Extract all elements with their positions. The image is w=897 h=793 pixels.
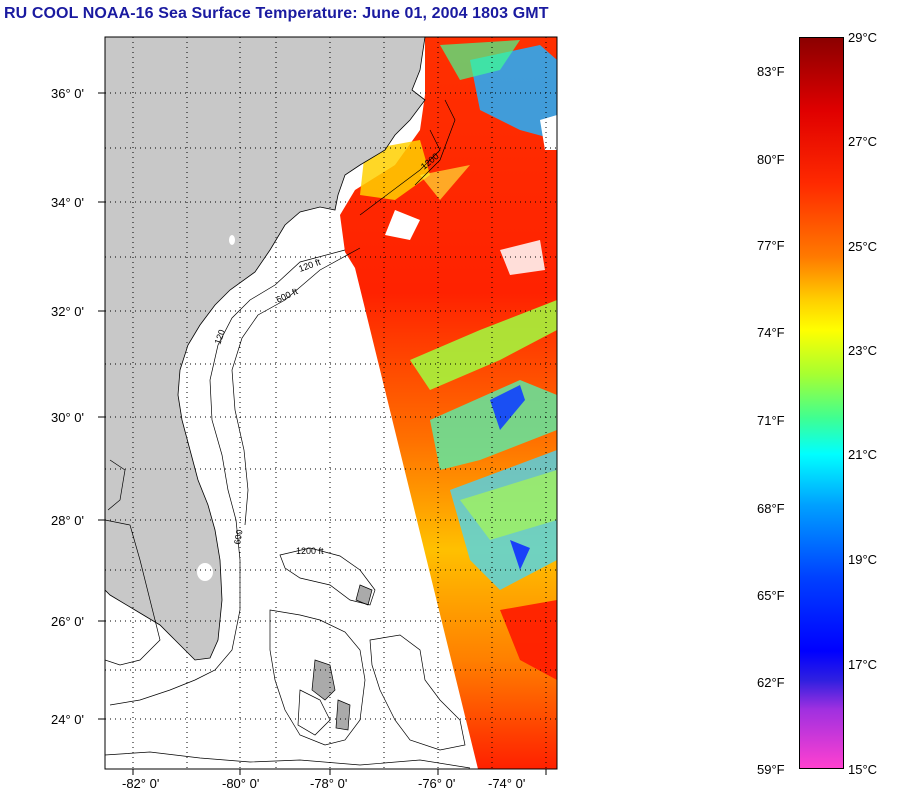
lat-label-26: 26° 0'	[51, 614, 84, 629]
cb-fahrenheit-77: 77°F	[757, 238, 785, 253]
map-title: RU COOL NOAA-16 Sea Surface Temperature:…	[4, 5, 549, 22]
lon-label-76: -76° 0'	[418, 776, 455, 791]
cb-celsius-21: 21°C	[848, 447, 878, 462]
cb-fahrenheit-59: 59°F	[757, 762, 785, 777]
contour-label-120: 120	[212, 328, 227, 346]
cb-fahrenheit-65: 65°F	[757, 588, 785, 603]
cb-celsius-23: 23°C	[848, 343, 878, 358]
cb-fahrenheit-62: 62°F	[757, 675, 785, 690]
cb-fahrenheit-71: 71°F	[757, 413, 785, 428]
cb-celsius-29: 29°C	[848, 30, 878, 45]
cb-celsius-17: 17°C	[848, 657, 878, 672]
graticule	[105, 37, 557, 769]
contour-label-1200ft: 1200 ft	[296, 546, 324, 556]
lat-label-30: 30° 0'	[51, 410, 84, 425]
map-border	[104, 36, 558, 770]
contour-label-600: 600	[232, 529, 244, 546]
lat-label-28: 28° 0'	[51, 513, 84, 528]
cb-fahrenheit-83: 83°F	[757, 64, 785, 79]
map-frame-content: 120 ft 600 ft 1200 ft 120 600 1200	[105, 37, 557, 769]
lat-label-24: 24° 0'	[51, 712, 84, 727]
lat-label-34: 34° 0'	[51, 195, 84, 210]
land-bahamas	[311, 659, 336, 701]
lon-label-78: -78° 0'	[310, 776, 347, 791]
cb-fahrenheit-68: 68°F	[757, 501, 785, 516]
cb-celsius-15: 15°C	[848, 762, 878, 777]
lat-label-32: 32° 0'	[51, 304, 84, 319]
lon-label-82: -82° 0'	[122, 776, 159, 791]
cb-fahrenheit-80: 80°F	[757, 152, 785, 167]
lon-label-80: -80° 0'	[222, 776, 259, 791]
temperature-colorbar	[799, 37, 844, 769]
land-us-east-coast	[105, 37, 426, 661]
cb-celsius-27: 27°C	[848, 134, 878, 149]
lon-label-74: -74° 0'	[488, 776, 525, 791]
cb-fahrenheit-74: 74°F	[757, 325, 785, 340]
cb-celsius-19: 19°C	[848, 552, 878, 567]
cb-celsius-25: 25°C	[848, 239, 878, 254]
lat-label-36: 36° 0'	[51, 86, 84, 101]
bathymetry-contours	[105, 99, 471, 769]
